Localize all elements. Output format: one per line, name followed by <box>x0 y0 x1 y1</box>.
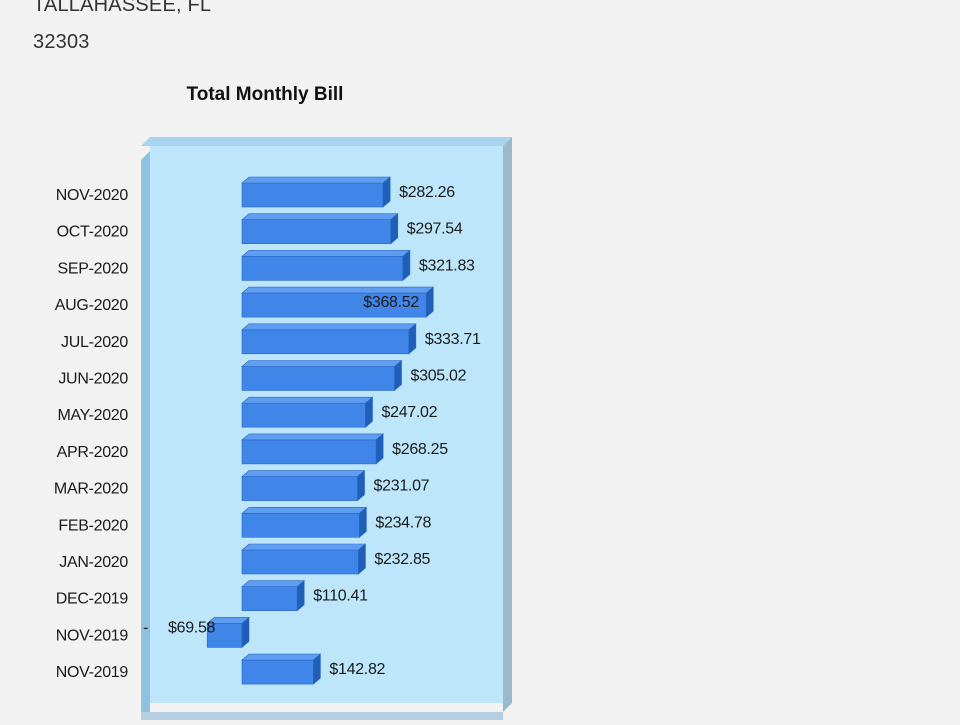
bar-4 <box>241 323 417 355</box>
category-label: APR-2020 <box>57 444 129 461</box>
bar-top <box>241 433 384 441</box>
value-label: $268.25 <box>392 441 448 458</box>
chart-title: Total Monthly Bill <box>187 84 344 105</box>
value-label: $231.07 <box>374 478 430 495</box>
frame-left-wall <box>141 151 150 723</box>
value-label: $247.02 <box>382 404 438 421</box>
bar-0 <box>241 176 391 208</box>
bar-side <box>375 433 384 465</box>
category-label: MAY-2020 <box>57 407 128 424</box>
value-label: $69.58 <box>168 619 216 636</box>
bar-side <box>390 213 399 245</box>
bar-top <box>241 323 417 331</box>
value-label: $333.71 <box>425 331 481 348</box>
bar-13 <box>241 653 322 685</box>
bar-11 <box>241 580 306 612</box>
value-label: $321.83 <box>419 257 475 274</box>
bar-top <box>241 470 366 477</box>
bar-front <box>206 623 243 648</box>
bar-side <box>241 616 250 649</box>
bar-side <box>296 580 305 612</box>
bar-top <box>241 543 367 551</box>
bar-side <box>365 396 373 428</box>
bar-top <box>241 286 435 294</box>
value-label: $282.26 <box>399 184 455 201</box>
frame-right-wall <box>503 137 512 712</box>
category-label: SEP-2020 <box>57 260 128 277</box>
bar-top <box>241 396 374 404</box>
bar-top <box>241 653 322 661</box>
bar-front <box>241 219 392 244</box>
value-label: $297.54 <box>407 221 463 238</box>
bar-front <box>241 329 410 355</box>
category-label: OCT-2020 <box>57 224 129 241</box>
bar-7 <box>241 433 384 465</box>
bar-side <box>357 469 365 502</box>
bar-9 <box>241 506 368 538</box>
category-label: FEB-2020 <box>58 517 128 534</box>
category-label: NOV-2019 <box>56 627 129 644</box>
bar-side <box>408 323 417 355</box>
bar-top <box>241 176 391 184</box>
bar-front <box>241 402 366 428</box>
bar-3 <box>241 286 435 318</box>
bar-top <box>241 360 403 367</box>
address-city-state: TALLAHASSEE, FL <box>33 0 212 16</box>
bar-12 <box>206 616 250 649</box>
bar-top <box>241 213 399 220</box>
frame-top-wall <box>141 137 512 146</box>
bar-side <box>358 543 366 575</box>
labels-group: NOV-2020 $282.26 OCT-2020 $297.54 SEP-2020 $3… <box>54 184 481 681</box>
bar-front <box>241 182 384 208</box>
value-label: $232.85 <box>374 551 430 568</box>
frame-bottom-wall <box>141 712 503 723</box>
value-label: $142.82 <box>329 661 385 678</box>
value-label: $110.41 <box>313 588 368 605</box>
negative-marker: - <box>143 619 148 636</box>
bar-front <box>241 476 358 501</box>
bar-1 <box>241 213 399 245</box>
category-label: JUL-2020 <box>61 334 128 351</box>
category-label: JUN-2020 <box>58 371 128 388</box>
category-label: DEC-2019 <box>56 591 129 608</box>
bar-front <box>241 439 377 465</box>
bar-side <box>402 249 411 282</box>
bar-front <box>241 512 360 538</box>
bar-side <box>425 286 434 318</box>
bar-front <box>241 256 404 281</box>
bar-top <box>241 250 411 257</box>
bar-front <box>241 292 427 318</box>
bar-front <box>241 659 314 685</box>
bar-front <box>241 549 359 575</box>
bar-side <box>394 359 402 392</box>
bar-5 <box>241 359 403 392</box>
bars-group <box>206 176 435 685</box>
bar-top <box>241 506 368 514</box>
bar-10 <box>241 543 367 575</box>
value-label: $234.78 <box>375 514 431 531</box>
category-label: NOV-2019 <box>56 664 129 681</box>
bar-6 <box>241 396 374 428</box>
bar-8 <box>241 469 366 502</box>
bar-side <box>382 176 391 208</box>
bar-side <box>359 506 367 538</box>
category-label: MAR-2020 <box>54 481 128 498</box>
category-label: NOV-2020 <box>56 187 129 204</box>
category-label: AUG-2020 <box>55 297 129 314</box>
value-label: $305.02 <box>411 368 467 385</box>
address-zip: 32303 <box>33 31 90 53</box>
category-label: JAN-2020 <box>59 554 128 571</box>
bar-front <box>241 586 298 612</box>
value-label: $368.52 <box>363 294 419 311</box>
bar-top <box>241 580 306 588</box>
bar-2 <box>241 249 411 282</box>
bar-front <box>241 366 395 391</box>
bar-side <box>313 653 321 685</box>
